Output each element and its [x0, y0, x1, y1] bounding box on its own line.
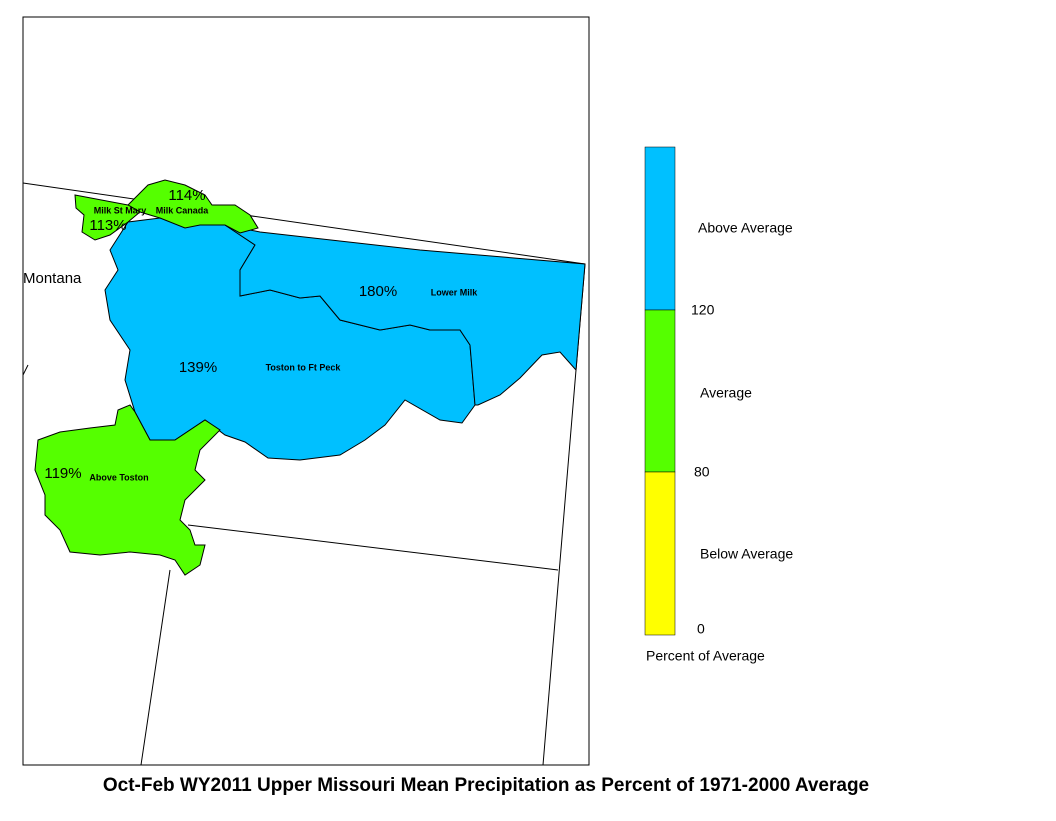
- region-name: Milk St Mary: [94, 205, 147, 215]
- legend-break: 80: [694, 464, 710, 480]
- legend: Above Average Average Below Average 120 …: [644, 146, 793, 664]
- legend-swatch: [644, 471, 676, 636]
- region-name: Above Toston: [89, 472, 148, 482]
- state-label: Montana: [23, 270, 82, 287]
- map-title: Oct-Feb WY2011 Upper Missouri Mean Preci…: [103, 775, 869, 796]
- region-percent: 113%: [89, 217, 126, 234]
- legend-label: Above Average: [698, 220, 793, 236]
- legend-break: 120: [691, 302, 715, 318]
- region-milk-st-mary: [74, 194, 141, 241]
- legend-swatch: [644, 309, 676, 473]
- legend-swatch: [644, 146, 676, 311]
- region-percent: 114%: [168, 187, 205, 204]
- region-percent: 119%: [44, 465, 81, 482]
- region-name: Lower Milk: [431, 287, 479, 297]
- region-milk-canada: [127, 179, 259, 234]
- legend-title: Percent of Average: [646, 648, 765, 664]
- region-lower-milk: [224, 224, 586, 406]
- region-name: Milk Canada: [156, 205, 210, 215]
- legend-break: 0: [697, 621, 705, 637]
- region-above-toston: [34, 404, 221, 576]
- region-percent: 139%: [179, 359, 217, 376]
- region-percent: 180%: [359, 283, 397, 300]
- region-name: Toston to Ft Peck: [266, 362, 342, 372]
- legend-label: Average: [700, 385, 752, 401]
- legend-label: Below Average: [700, 546, 793, 562]
